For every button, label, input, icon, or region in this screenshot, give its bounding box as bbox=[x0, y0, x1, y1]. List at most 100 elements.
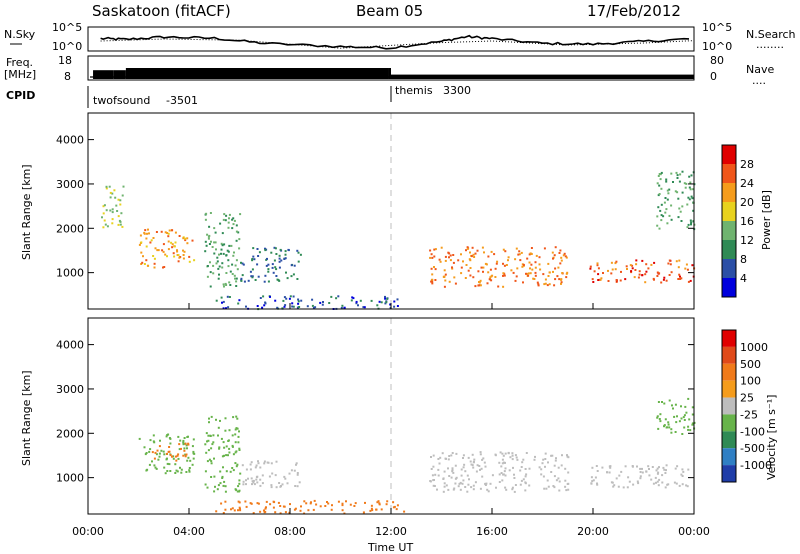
range-gate-cell bbox=[174, 463, 177, 466]
range-gate-cell bbox=[225, 272, 228, 274]
range-gate-cell bbox=[313, 499, 316, 502]
range-gate-cell bbox=[327, 502, 330, 505]
range-gate-cell bbox=[661, 481, 664, 484]
range-gate-cell bbox=[474, 252, 477, 255]
range-gate-cell bbox=[635, 263, 638, 266]
range-gate-cell bbox=[677, 278, 680, 280]
range-gate-cell bbox=[501, 462, 504, 465]
range-gate-cell bbox=[389, 303, 392, 306]
range-gate-cell bbox=[663, 402, 666, 405]
range-gate-cell bbox=[671, 404, 673, 407]
range-gate-cell bbox=[495, 486, 497, 489]
range-gate-cell bbox=[184, 239, 187, 242]
range-gate-cell bbox=[315, 503, 318, 506]
range-gate-cell bbox=[491, 474, 494, 477]
range-gate-cell bbox=[452, 261, 455, 264]
range-gate-cell bbox=[235, 465, 238, 468]
range-gate-cell bbox=[355, 300, 358, 303]
range-gate-cell bbox=[189, 459, 192, 462]
range-gate-cell bbox=[261, 474, 264, 477]
range-gate-cell bbox=[692, 188, 695, 191]
range-gate-cell bbox=[171, 455, 173, 458]
range-gate-cell bbox=[351, 296, 354, 299]
range-gate-cell bbox=[231, 434, 234, 437]
range-gate-cell bbox=[637, 276, 640, 279]
range-gate-cell bbox=[267, 268, 270, 271]
range-gate-cell bbox=[156, 249, 159, 252]
range-gate-cell bbox=[538, 466, 541, 469]
range-gate-cell bbox=[674, 190, 677, 193]
colorbar-swatch bbox=[722, 259, 736, 278]
range-gate-cell bbox=[224, 490, 227, 493]
range-gate-cell bbox=[478, 281, 481, 284]
range-gate-cell bbox=[504, 452, 507, 455]
range-gate-cell bbox=[395, 508, 398, 511]
range-gate-cell bbox=[454, 482, 457, 485]
range-gate-cell bbox=[483, 251, 485, 254]
range-gate-cell bbox=[471, 453, 474, 456]
range-gate-cell bbox=[363, 306, 366, 309]
range-gate-cell bbox=[656, 182, 659, 185]
range-gate-cell bbox=[433, 266, 435, 268]
range-gate-cell bbox=[662, 278, 665, 281]
range-gate-cell bbox=[558, 252, 561, 254]
range-gate-cell bbox=[665, 279, 668, 282]
range-gate-cell bbox=[670, 172, 673, 175]
range-gate-cell bbox=[234, 428, 237, 431]
nsky-tick-bottom: 10^0 bbox=[52, 40, 82, 53]
range-gate-cell bbox=[153, 457, 156, 460]
range-gate-cell bbox=[275, 460, 278, 463]
range-gate-cell bbox=[674, 403, 677, 406]
range-gate-cell bbox=[494, 276, 497, 278]
range-gate-cell bbox=[688, 198, 691, 201]
range-gate-cell bbox=[509, 456, 512, 459]
range-gate-cell bbox=[596, 483, 599, 486]
range-gate-cell bbox=[140, 263, 143, 265]
range-gate-cell bbox=[212, 434, 215, 437]
range-gate-cell bbox=[660, 203, 663, 206]
range-gate-cell bbox=[278, 482, 281, 484]
range-gate-cell bbox=[453, 276, 456, 279]
range-gate-cell bbox=[627, 476, 630, 479]
range-gate-cell bbox=[511, 458, 514, 461]
range-gate-cell bbox=[660, 281, 663, 284]
range-gate-cell bbox=[231, 218, 234, 221]
range-gate-cell bbox=[224, 508, 227, 511]
range-gate-cell bbox=[475, 470, 478, 473]
range-gate-cell bbox=[485, 263, 488, 266]
range-gate-cell bbox=[217, 267, 220, 270]
range-gate-cell bbox=[290, 275, 293, 278]
range-gate-cell bbox=[525, 272, 527, 275]
range-gate-cell bbox=[273, 259, 276, 262]
range-gate-cell bbox=[688, 186, 691, 189]
range-gate-cell bbox=[600, 277, 603, 280]
range-gate-cell bbox=[264, 507, 267, 510]
range-gate-cell bbox=[678, 420, 681, 423]
range-gate-cell bbox=[168, 450, 171, 453]
range-gate-cell bbox=[232, 469, 235, 472]
range-gate-cell bbox=[114, 196, 117, 199]
range-gate-cell bbox=[236, 463, 239, 466]
range-gate-cell bbox=[235, 280, 238, 283]
range-gate-cell bbox=[460, 253, 462, 256]
range-gate-cell bbox=[272, 500, 275, 503]
range-gate-cell bbox=[684, 186, 687, 189]
range-gate-cell bbox=[150, 239, 153, 242]
range-gate-cell bbox=[151, 451, 154, 454]
range-gate-cell bbox=[270, 462, 273, 465]
range-gate-cell bbox=[689, 219, 692, 222]
range-gate-cell bbox=[641, 467, 643, 470]
y-tick-label: 3000 bbox=[56, 383, 84, 396]
range-gate-cell bbox=[589, 267, 592, 270]
range-gate-cell bbox=[186, 459, 189, 462]
range-gate-cell bbox=[520, 466, 523, 468]
nsearch-legend-line: ........ bbox=[756, 38, 784, 51]
range-gate-cell bbox=[145, 469, 148, 472]
range-gate-cell bbox=[247, 279, 250, 282]
range-gate-cell bbox=[502, 272, 505, 275]
range-gate-cell bbox=[687, 196, 690, 199]
range-gate-cell bbox=[227, 265, 230, 268]
range-gate-cell bbox=[237, 500, 240, 503]
range-gate-cell bbox=[687, 425, 690, 428]
velocity-colorbar-label: Velocity [m s⁻¹] bbox=[765, 395, 778, 480]
